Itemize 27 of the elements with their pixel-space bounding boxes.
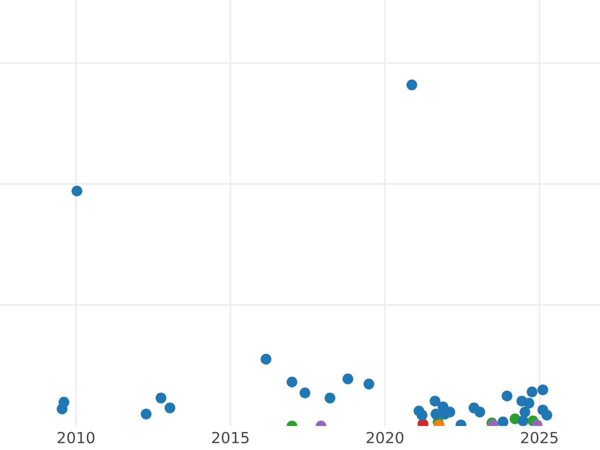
x-tick-label: 2020 [366, 432, 404, 444]
point [502, 390, 512, 402]
x-tick-label: 2015 [212, 432, 249, 444]
point [72, 186, 82, 196]
point [164, 402, 176, 414]
x-tick-label: 2025 [521, 432, 558, 444]
point [300, 388, 310, 398]
point [342, 374, 354, 384]
point [156, 392, 166, 404]
point [406, 80, 418, 90]
point [260, 354, 272, 365]
point [56, 404, 68, 414]
point [518, 416, 528, 426]
point [537, 384, 548, 396]
point [364, 378, 374, 390]
x-tick-label: 2010 [58, 432, 94, 444]
point [140, 408, 152, 420]
point [498, 416, 508, 426]
point [286, 376, 298, 388]
point [524, 398, 534, 409]
point [526, 386, 538, 398]
point [324, 392, 336, 404]
point [520, 406, 530, 418]
point [430, 396, 440, 406]
point [416, 410, 428, 420]
point [474, 406, 486, 418]
point [541, 410, 552, 420]
